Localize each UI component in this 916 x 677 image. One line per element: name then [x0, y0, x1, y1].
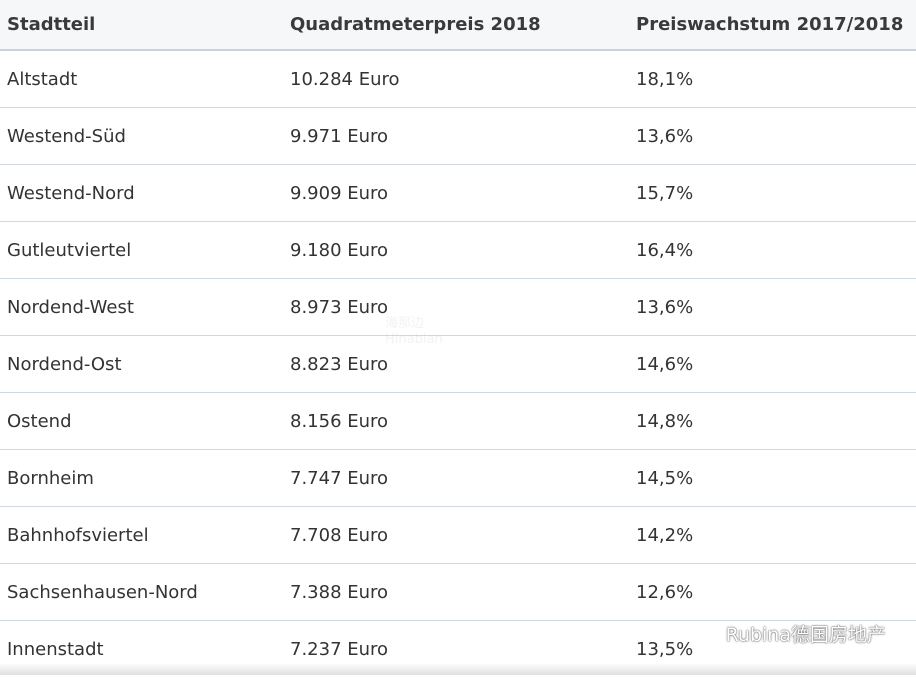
growth-cell: 12,6%	[636, 581, 694, 603]
growth-cell: 18,1%	[636, 68, 694, 90]
price-cell: 8.156 Euro	[290, 410, 389, 432]
price-cell: 9.180 Euro	[290, 239, 389, 261]
district-cell: Westend-Süd	[7, 125, 126, 147]
district-cell: Nordend-West	[7, 296, 134, 318]
header-price-growth: Preiswachstum 2017/2018	[636, 14, 904, 35]
header-district: Stadtteil	[7, 14, 96, 35]
growth-cell: 14,2%	[636, 524, 694, 546]
district-cell: Nordend-Ost	[7, 353, 122, 375]
district-cell: Sachsenhausen-Nord	[7, 581, 198, 603]
wechat-icon	[695, 624, 719, 642]
watermark-line-1: 海那边	[385, 316, 425, 331]
district-cell: Bahnhofsviertel	[7, 524, 149, 546]
table-row: Gutleutviertel 9.180 Euro 16,4%	[0, 222, 916, 279]
price-cell: 7.708 Euro	[290, 524, 389, 546]
district-cell: Bornheim	[7, 467, 94, 489]
bottom-edge-shadow	[0, 663, 916, 675]
table-header-row: Stadtteil Quadratmeterpreis 2018 Preiswa…	[0, 0, 916, 51]
growth-cell: 14,8%	[636, 410, 694, 432]
watermark-line-2: Hinabian	[385, 332, 443, 347]
price-cell: 10.284 Euro	[290, 68, 400, 90]
growth-cell: 16,4%	[636, 239, 694, 261]
account-watermark: Rubina德国房地产	[695, 620, 886, 647]
table-row: Westend-Süd 9.971 Euro 13,6%	[0, 108, 916, 165]
table-row: Westend-Nord 9.909 Euro 15,7%	[0, 165, 916, 222]
growth-cell: 13,6%	[636, 125, 694, 147]
table-row: Altstadt 10.284 Euro 18,1%	[0, 51, 916, 108]
price-cell: 7.388 Euro	[290, 581, 389, 603]
growth-cell: 13,5%	[636, 638, 694, 660]
price-cell: 9.909 Euro	[290, 182, 389, 204]
price-cell: 7.747 Euro	[290, 467, 389, 489]
account-name: Rubina德国房地产	[725, 624, 886, 646]
growth-cell: 14,6%	[636, 353, 694, 375]
price-cell: 7.237 Euro	[290, 638, 389, 660]
table-row: Nordend-West 8.973 Euro 13,6%	[0, 279, 916, 336]
growth-cell: 15,7%	[636, 182, 694, 204]
table-row: Nordend-Ost 8.823 Euro 14,6%	[0, 336, 916, 393]
district-cell: Westend-Nord	[7, 182, 135, 204]
price-cell: 8.823 Euro	[290, 353, 389, 375]
district-cell: Ostend	[7, 410, 72, 432]
price-cell: 8.973 Euro	[290, 296, 389, 318]
table-row: Ostend 8.156 Euro 14,8%	[0, 393, 916, 450]
table-row: Sachsenhausen-Nord 7.388 Euro 12,6%	[0, 564, 916, 621]
district-cell: Altstadt	[7, 68, 78, 90]
growth-cell: 13,6%	[636, 296, 694, 318]
growth-cell: 14,5%	[636, 467, 694, 489]
hinabian-watermark: 海那边 Hinabian	[385, 316, 535, 361]
district-cell: Innenstadt	[7, 638, 104, 660]
district-cell: Gutleutviertel	[7, 239, 132, 261]
table-row: Bornheim 7.747 Euro 14,5%	[0, 450, 916, 507]
price-cell: 9.971 Euro	[290, 125, 389, 147]
header-price-per-sqm: Quadratmeterpreis 2018	[290, 14, 541, 35]
table-row: Bahnhofsviertel 7.708 Euro 14,2%	[0, 507, 916, 564]
